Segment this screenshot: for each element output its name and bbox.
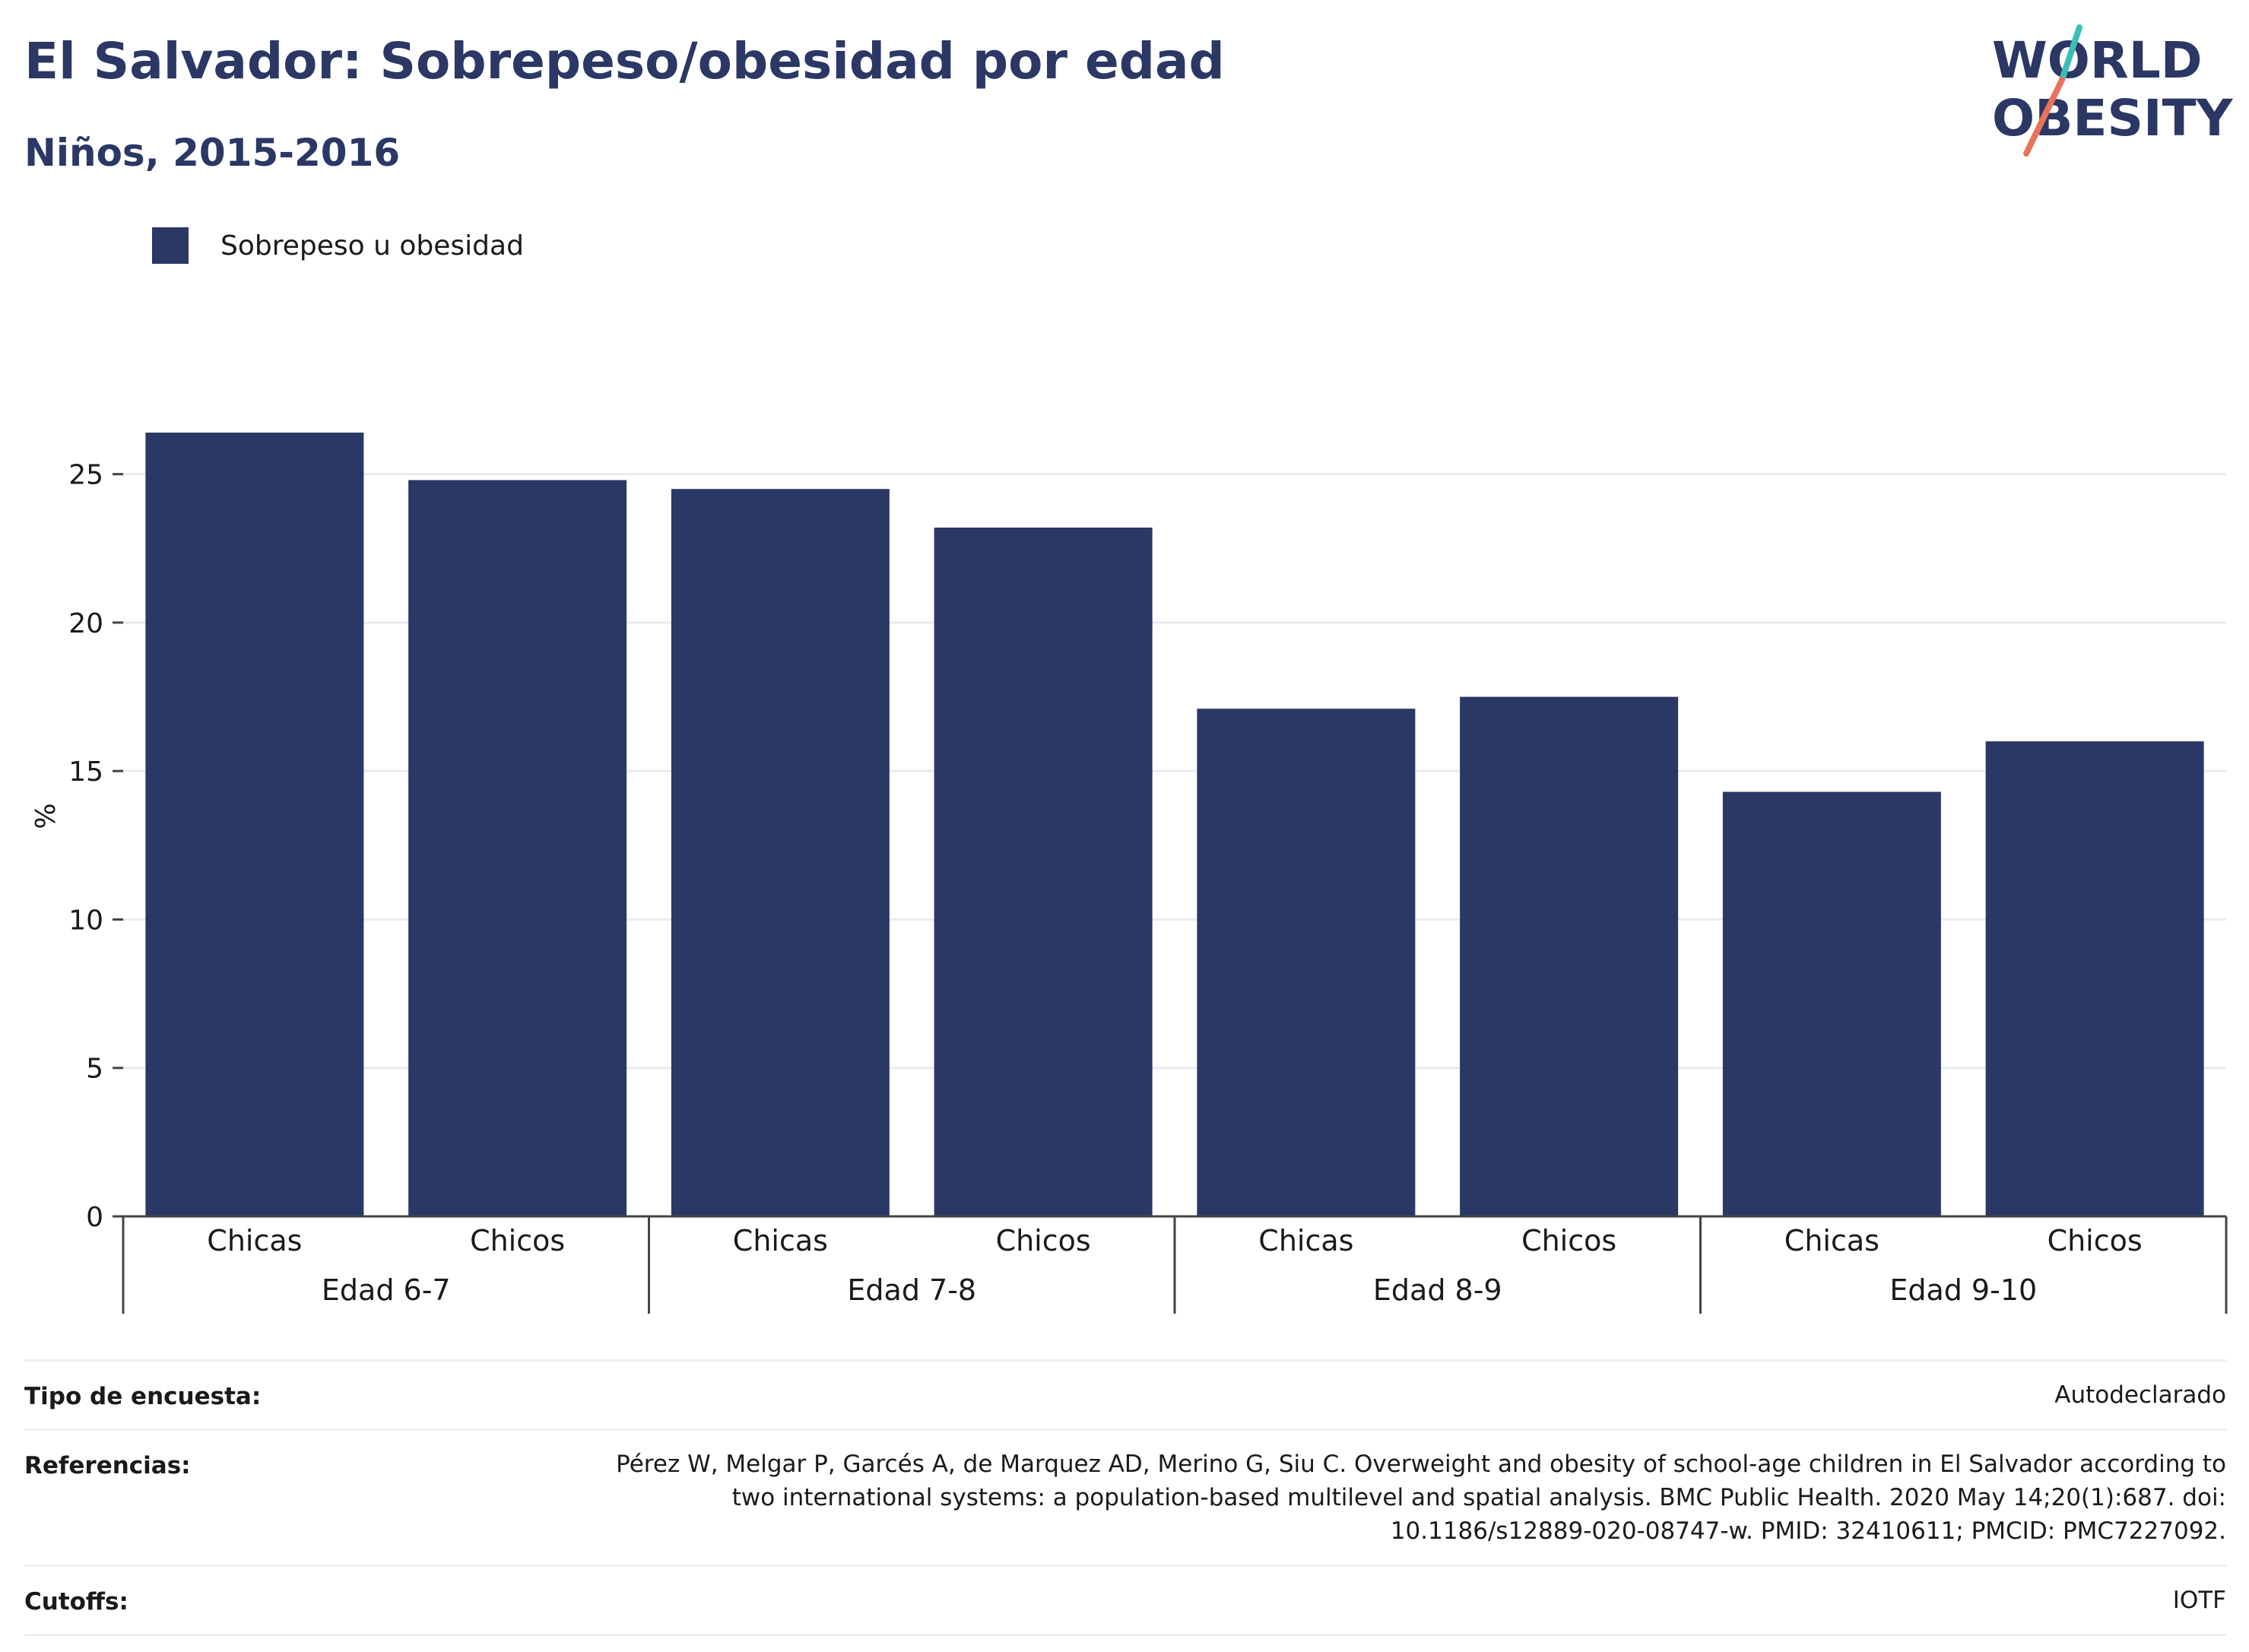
x-category-label: Chicos: [996, 1224, 1091, 1257]
y-tick-label: 5: [86, 1054, 103, 1085]
references-value: Pérez W, Melgar P, Garcés A, de Marquez …: [616, 1451, 2226, 1545]
y-tick-label: 10: [68, 905, 103, 936]
x-category-label: Chicas: [207, 1224, 302, 1257]
bar: [934, 527, 1153, 1216]
survey-type-value: Autodeclarado: [2054, 1381, 2226, 1409]
cutoffs-key: Cutoffs:: [24, 1588, 128, 1616]
y-tick-label: 25: [68, 460, 103, 491]
legend-swatch: [152, 227, 189, 264]
x-group-label: Edad 9-10: [1889, 1273, 2037, 1307]
chart-subtitle: Niños, 2015-2016: [24, 131, 401, 175]
chart-legend[interactable]: Sobrepeso u obesidad: [152, 227, 524, 265]
cutoffs-row: Cutoffs: IOTF: [24, 1565, 2226, 1636]
y-tick-label: 20: [68, 608, 103, 639]
bar: [671, 489, 890, 1216]
x-group-label: Edad 7-8: [847, 1273, 976, 1307]
legend-label: Sobrepeso u obesidad: [220, 230, 524, 262]
bars: [145, 433, 2204, 1216]
bar: [408, 480, 627, 1216]
y-axis-label: %: [30, 803, 62, 829]
chart-title: El Salvador: Sobrepeso/obesidad por edad: [24, 32, 1225, 90]
x-category-label: Chicas: [1258, 1224, 1353, 1257]
x-group-label: Edad 8-9: [1373, 1273, 1502, 1307]
axes: 0 5 10 15 20 25% Chicas Chicos Chicas Chicos Chica…: [30, 460, 2228, 1314]
bar: [1460, 696, 1679, 1216]
cutoffs-value: IOTF: [2172, 1587, 2226, 1614]
logo-coral-stroke: [2023, 77, 2065, 157]
y-tick-label: 0: [86, 1202, 103, 1233]
y-tick-label: 15: [68, 756, 103, 788]
logo-line1: WORLD: [1992, 31, 2203, 90]
references-key: Referencias:: [24, 1452, 191, 1479]
survey-type-key: Tipo de encuesta:: [24, 1383, 262, 1410]
bar: [1197, 709, 1416, 1216]
x-group-label: Edad 6-7: [322, 1273, 451, 1307]
bar: [145, 433, 364, 1216]
bar-chart: 0 5 10 15 20 25% Chicas Chicos Chicas Chicos Chica…: [30, 433, 2228, 1314]
world-obesity-logo: WORLD OBESITY: [1992, 24, 2234, 157]
references-row: Referencias: Pérez W, Melgar P, Garcés A…: [24, 1428, 2226, 1565]
x-category-label: Chicas: [1784, 1224, 1879, 1257]
survey-type-row: Tipo de encuesta: Autodeclarado: [24, 1359, 2226, 1428]
bar: [1722, 791, 1941, 1216]
x-category-label: Chicos: [2048, 1224, 2143, 1257]
bar: [1985, 741, 2204, 1216]
x-category-label: Chicos: [470, 1224, 565, 1257]
x-category-label: Chicas: [733, 1224, 828, 1257]
logo-teal-stroke: [2059, 24, 2082, 83]
metadata-table: Tipo de encuesta: Autodeclarado Referenc…: [24, 1359, 2226, 1636]
x-category-label: Chicos: [1521, 1224, 1616, 1257]
